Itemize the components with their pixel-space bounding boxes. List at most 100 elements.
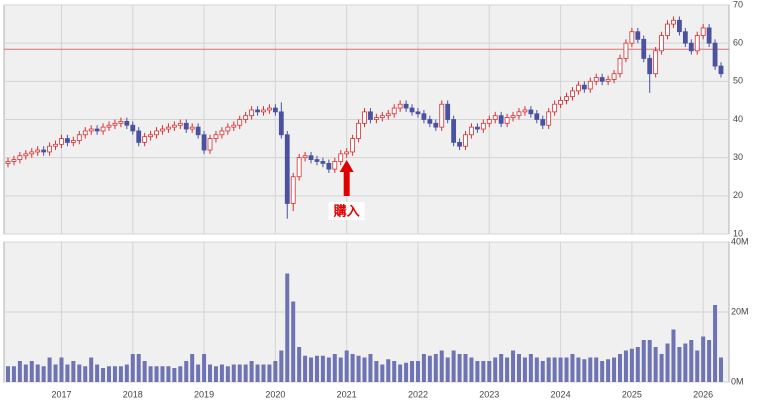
candle-body: [189, 126, 195, 130]
y2-tick-label: 20M: [731, 306, 749, 316]
candle-body: [564, 96, 569, 101]
volume-bar: [237, 364, 242, 382]
volume-bar: [65, 364, 70, 382]
volume-bar: [332, 354, 337, 382]
candle-body: [166, 126, 171, 130]
candle-body: [379, 115, 385, 118]
candle-body: [344, 151, 350, 155]
candle-body: [593, 77, 599, 82]
candle-body: [195, 126, 201, 136]
volume-bar: [433, 354, 438, 382]
volume-bar: [362, 357, 367, 382]
volume-bar: [582, 359, 587, 382]
volume-bar: [6, 366, 10, 382]
candle-body: [314, 159, 320, 162]
candle-body: [47, 145, 52, 153]
volume-bar: [107, 366, 112, 382]
candle-body: [433, 122, 439, 128]
candle-body: [534, 113, 540, 120]
volume-bar: [225, 366, 230, 382]
x-tick-label: 2023: [479, 389, 499, 399]
volume-bar: [600, 361, 605, 382]
candle-body: [373, 117, 379, 120]
volume-bar: [101, 368, 106, 382]
volume-bar: [59, 357, 64, 382]
candle-body: [558, 100, 563, 105]
volume-bar: [71, 361, 76, 382]
candle-body: [682, 31, 688, 44]
candle-body: [88, 128, 94, 132]
volume-bar: [617, 354, 622, 382]
candle-body: [267, 107, 272, 111]
candle-body: [160, 128, 165, 132]
x-tick-label: 2025: [622, 389, 642, 399]
volume-bar: [136, 354, 141, 382]
candle-body: [219, 130, 225, 136]
candle-body: [261, 109, 266, 113]
candle-body: [397, 103, 403, 109]
y-tick-label: 20: [733, 190, 743, 200]
volume-bar: [35, 364, 40, 382]
candle-body: [492, 115, 498, 120]
volume-bar: [196, 364, 201, 382]
candle-body: [201, 134, 207, 151]
volume-bar: [659, 354, 664, 382]
volume-bar: [528, 354, 533, 382]
volume-bar: [439, 350, 444, 382]
volume-bar: [95, 364, 100, 382]
x-tick-label: 2024: [551, 389, 571, 399]
candle-body: [272, 107, 278, 113]
y-tick-label: 60: [733, 38, 743, 48]
volume-bar: [350, 354, 355, 382]
candle-body: [576, 84, 581, 92]
volume-bar: [303, 355, 308, 382]
candle-body: [362, 111, 367, 124]
volume-bar: [77, 364, 82, 382]
volume-bar: [511, 350, 516, 382]
candle-body: [142, 136, 148, 143]
candle-body: [11, 159, 17, 162]
x-tick-label: 2022: [408, 389, 428, 399]
volume-bar: [368, 354, 373, 382]
volume-bar: [552, 357, 557, 382]
candle-body: [712, 42, 718, 67]
volume-bar: [291, 301, 296, 382]
volume-bar: [701, 336, 706, 382]
volume-bar: [713, 305, 718, 382]
volume-bar: [546, 357, 551, 382]
candle-body: [296, 157, 302, 178]
volume-bar: [202, 354, 207, 382]
volume-bar: [641, 340, 646, 382]
volume-bar: [421, 354, 426, 382]
volume-bar: [279, 350, 284, 382]
volume-bar: [665, 343, 670, 382]
candle-body: [498, 115, 504, 124]
annotation-bg: [328, 202, 365, 220]
volume-bar: [154, 366, 159, 382]
volume-bar: [558, 357, 563, 382]
candle-body: [665, 23, 670, 36]
volume-bar: [47, 357, 52, 382]
candle-body: [154, 130, 159, 136]
volume-bar: [689, 340, 694, 382]
candle-body: [5, 161, 11, 164]
candle-body: [183, 122, 189, 130]
candle-body: [118, 121, 124, 124]
candle-body: [17, 155, 23, 160]
candle-body: [623, 42, 629, 59]
y-tick-label: 30: [733, 152, 743, 162]
candle-body: [522, 109, 528, 113]
candle-body: [290, 176, 296, 204]
candle-body: [225, 126, 231, 132]
annotation-text: 購入: [333, 203, 360, 218]
volume-bar: [219, 364, 224, 382]
volume-bar: [338, 357, 343, 382]
volume-bar: [89, 357, 94, 382]
volume-bar: [23, 364, 28, 382]
volume-bar: [505, 357, 510, 382]
volume-bar: [522, 357, 527, 382]
volume-bar: [457, 354, 462, 382]
candle-body: [587, 80, 593, 90]
